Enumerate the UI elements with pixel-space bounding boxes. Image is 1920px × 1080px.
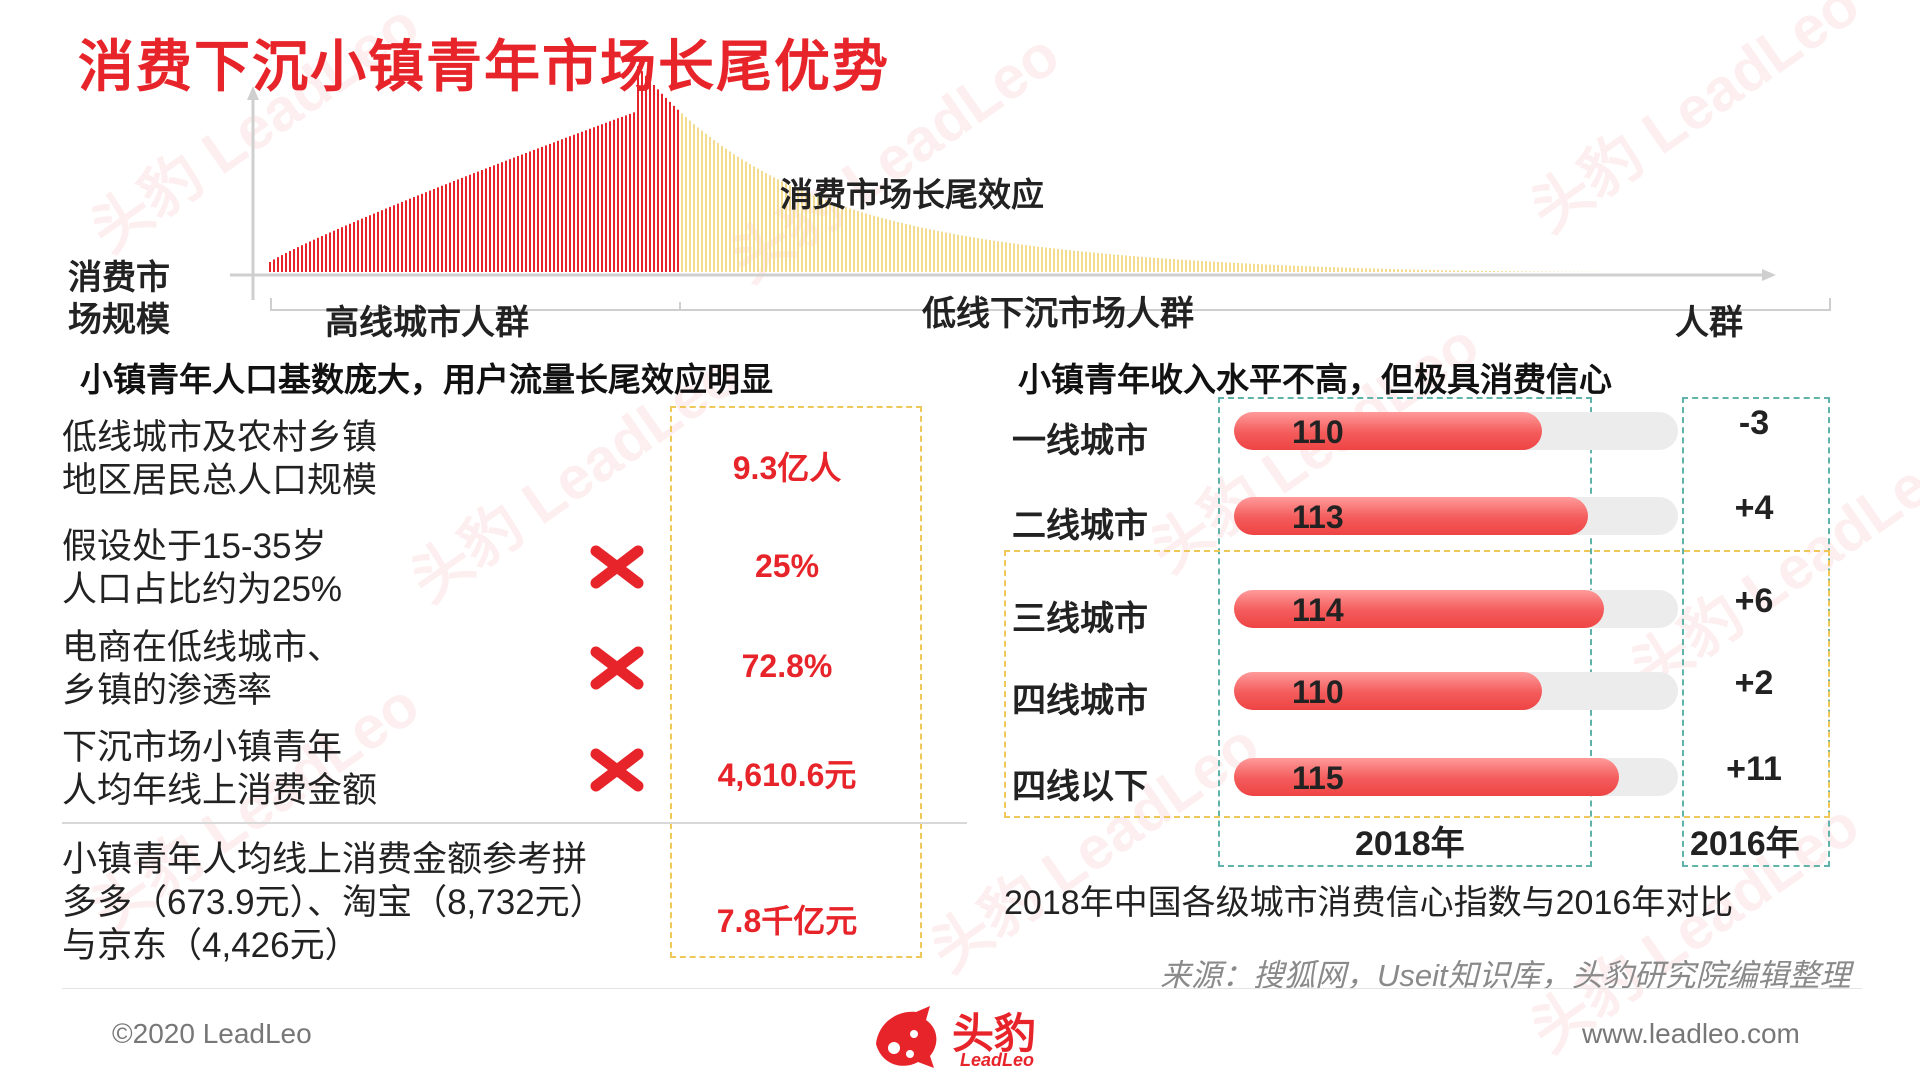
value-age-share: 25% (754, 548, 820, 584)
row-population-line2: 地区居民总人口规模 (62, 461, 378, 500)
bar-2018 (1234, 497, 1588, 535)
city-label: 二线城市 (1012, 507, 1148, 545)
footer-divider (62, 988, 1862, 989)
value-penetration: 72.8% (741, 648, 833, 684)
value-population: 9.3亿人 (732, 450, 842, 486)
row-age-share-line1: 假设处于15-35岁 (62, 527, 327, 566)
col-2016-label: 2016年 (1690, 825, 1800, 863)
row-population: 低线城市及农村乡镇 地区居民总人口规模 (62, 416, 377, 502)
long-tail-annotation: 消费市场长尾效应 (780, 176, 1044, 213)
bar-value-label: 115 (1292, 760, 1344, 796)
row-spending-line1: 下沉市场小镇青年 (62, 728, 343, 767)
diff-2016-label: +2 (1734, 664, 1774, 702)
page-title: 消费下沉小镇青年市场长尾优势 (78, 35, 890, 98)
row-result-line1: 小镇青年人均线上消费金额参考拼 (62, 840, 588, 879)
row-result: 小镇青年人均线上消费金额参考拼 多多（673.9元）、淘宝（8,732元） 与京… (62, 838, 605, 967)
left-values-box (670, 406, 922, 958)
segment-label-high-tier: 高线城市人群 (325, 304, 529, 342)
long-tail-bars (269, 66, 1599, 272)
diff-2016-label: +4 (1734, 489, 1774, 527)
diff-2016-label: -3 (1738, 404, 1770, 442)
segment-label-low-tier: 低线下沉市场人群 (922, 295, 1194, 333)
right-section-title: 小镇青年收入水平不高，但极具消费信心 (1018, 361, 1612, 398)
row-age-share-line2: 人口占比约为25% (62, 570, 343, 609)
cross-multiply-icon (590, 545, 644, 589)
row-age-share: 假设处于15-35岁 人口占比约为25% (62, 525, 342, 611)
bar-track: 110 (1234, 412, 1678, 450)
value-spending: 4,610.6元 (717, 757, 857, 793)
bar-track: 110 (1234, 672, 1678, 710)
bar-2018 (1234, 672, 1542, 710)
row-penetration-line1: 电商在低线城市、 (62, 628, 343, 667)
y-axis-arrow (247, 86, 259, 100)
x-axis-label: 人群 (1675, 304, 1743, 342)
y-axis-label-line1: 消费市 (68, 259, 170, 297)
row-result-line3: 与京东（4,426元） (62, 926, 360, 965)
bar-value-label: 110 (1292, 674, 1344, 710)
bar-value-label: 113 (1292, 499, 1344, 535)
left-section-title: 小镇青年人口基数庞大，用户流量长尾效应明显 (80, 361, 773, 398)
city-label: 一线城市 (1012, 422, 1148, 460)
row-penetration-line2: 乡镇的渗透率 (62, 671, 273, 710)
diff-2016-label: +6 (1734, 582, 1774, 620)
divider (62, 822, 967, 824)
bar-2018 (1234, 758, 1619, 796)
bar-track: 113 (1234, 497, 1678, 535)
logo-text-cn: 头豹 (952, 1010, 1037, 1057)
cross-multiply-icon (590, 646, 644, 690)
row-result-line2: 多多（673.9元）、淘宝（8,732元） (62, 883, 605, 922)
row-population-line1: 低线城市及农村乡镇 (62, 418, 378, 457)
chart-caption: 2018年中国各级城市消费信心指数与2016年对比 (1004, 884, 1734, 922)
bar-value-label: 110 (1292, 414, 1344, 450)
value-result: 7.8千亿元 (716, 903, 858, 939)
cross-multiply-icon (590, 748, 644, 792)
row-spending-line2: 人均年线上消费金额 (62, 771, 378, 810)
segment-bracket (270, 298, 1831, 311)
bar-2018 (1234, 590, 1604, 628)
bar-track: 115 (1234, 758, 1678, 796)
bar-value-label: 114 (1292, 592, 1344, 628)
row-spending: 下沉市场小镇青年 人均年线上消费金额 (62, 726, 377, 812)
x-axis-arrow (1762, 269, 1776, 281)
source-note: 来源：搜狐网，Useit知识库，头豹研究院编辑整理 (1160, 958, 1851, 993)
copyright: ©2020 LeadLeo (112, 1018, 312, 1049)
col-2018-label: 2018年 (1355, 825, 1465, 863)
long-tail-chart (230, 66, 1831, 311)
y-axis-label-line2: 场规模 (68, 301, 170, 339)
bar-2018 (1234, 412, 1542, 450)
lower-tier-highlight-box (1004, 550, 1830, 818)
city-label: 四线以下 (1012, 768, 1148, 806)
leopard-head-icon (876, 1006, 937, 1068)
website-url: www.leadleo.com (1582, 1018, 1800, 1049)
leadleo-logo: 头豹 LeadLeo (868, 1002, 1058, 1076)
logo-text-en: LeadLeo (960, 1050, 1035, 1070)
row-penetration: 电商在低线城市、 乡镇的渗透率 (62, 626, 342, 712)
city-label: 三线城市 (1012, 600, 1148, 638)
bar-track: 114 (1234, 590, 1678, 628)
col-2018-box (1218, 397, 1592, 867)
city-label: 四线城市 (1012, 682, 1148, 720)
diff-2016-label: +11 (1726, 750, 1782, 788)
